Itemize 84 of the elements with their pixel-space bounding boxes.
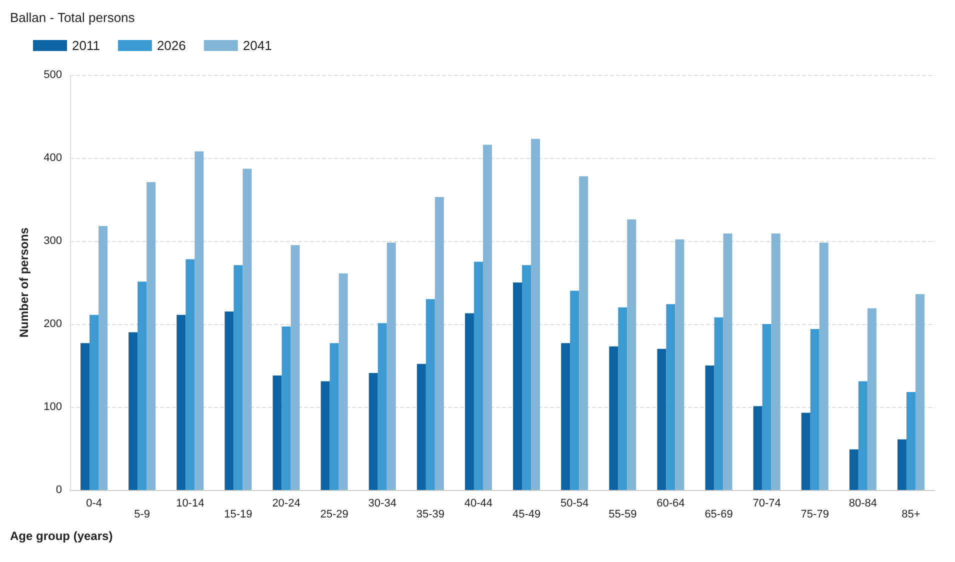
x-tick-label: 0-4: [86, 498, 102, 510]
x-tick-label: 30-34: [368, 498, 396, 510]
bar: [80, 343, 90, 490]
bar: [627, 219, 636, 490]
y-axis-title: Number of persons: [17, 227, 31, 338]
x-tick-label: 5-9: [134, 508, 150, 520]
bar: [906, 392, 916, 490]
x-tick-label: 60-64: [656, 498, 685, 510]
bar: [90, 314, 99, 490]
x-tick-label: 15-19: [224, 508, 252, 520]
bar: [570, 290, 580, 490]
bar: [282, 326, 291, 490]
x-tick-label: 65-69: [704, 508, 733, 520]
bar: [176, 314, 186, 490]
bar: [320, 381, 330, 490]
bar: [474, 262, 483, 490]
bar: [801, 412, 810, 490]
bar: [378, 323, 387, 490]
x-tick-label: 70-74: [752, 498, 781, 510]
bar: [98, 226, 108, 490]
bar: [146, 182, 156, 490]
bar: [242, 168, 252, 490]
legend-label: 2026: [156, 38, 186, 53]
legend-label: 2041: [242, 38, 272, 53]
bar: [762, 324, 772, 490]
bar: [675, 239, 684, 490]
bar: [753, 406, 762, 490]
x-tick-label: 10-14: [176, 498, 204, 510]
legend-label: 2011: [72, 38, 100, 53]
bar: [416, 364, 426, 490]
bar: [290, 245, 300, 490]
bar: [579, 176, 588, 490]
bar: [810, 328, 820, 490]
bar: [522, 265, 532, 490]
x-tick-label: 20-24: [272, 498, 300, 510]
bar: [464, 313, 474, 490]
bar: [915, 294, 924, 490]
x-tick-label: 55-59: [608, 508, 637, 520]
x-tick-label: 25-29: [320, 508, 348, 520]
x-tick-label: 40-44: [464, 498, 493, 510]
y-tick-label: 400: [44, 152, 62, 164]
bar: [194, 151, 204, 490]
x-tick-label: 50-54: [560, 498, 589, 510]
y-tick-label: 300: [44, 235, 62, 247]
bar: [666, 304, 676, 490]
x-tick-label: 75-79: [800, 508, 829, 520]
x-tick-label: 45-49: [512, 508, 541, 520]
y-tick-label: 0: [56, 484, 62, 496]
bar: [561, 343, 570, 490]
bar: [138, 282, 147, 490]
bar: [338, 273, 348, 490]
bar: [819, 242, 828, 490]
bar: [531, 138, 540, 490]
bar: [771, 234, 780, 490]
bar: [426, 299, 435, 490]
bar: [657, 348, 666, 490]
bar: [705, 366, 714, 490]
bar: [609, 346, 618, 490]
bar: [386, 242, 396, 490]
bar: [858, 381, 868, 490]
chart-title: Ballan - Total persons: [10, 10, 136, 25]
y-tick-label: 200: [44, 318, 62, 330]
bar: [128, 332, 138, 490]
bar: [368, 372, 378, 490]
x-tick-label: 35-39: [416, 508, 444, 520]
bar: [897, 439, 906, 490]
bar: [723, 234, 732, 490]
bar: [482, 144, 492, 490]
bar: [234, 265, 243, 490]
bar: [186, 259, 195, 490]
bar: [272, 375, 282, 490]
bar: [330, 343, 339, 490]
bar: [434, 197, 444, 490]
bar: [618, 307, 628, 490]
bar: [714, 317, 724, 490]
x-axis-title: Age group (years): [10, 529, 113, 543]
bar: [224, 312, 234, 490]
x-tick-label: 85+: [902, 508, 920, 520]
y-tick-label: 500: [44, 69, 62, 81]
y-tick-label: 100: [44, 401, 62, 413]
bar: [513, 282, 522, 490]
bar: [867, 308, 876, 490]
x-tick-label: 80-84: [848, 498, 877, 510]
bar: [849, 449, 858, 490]
